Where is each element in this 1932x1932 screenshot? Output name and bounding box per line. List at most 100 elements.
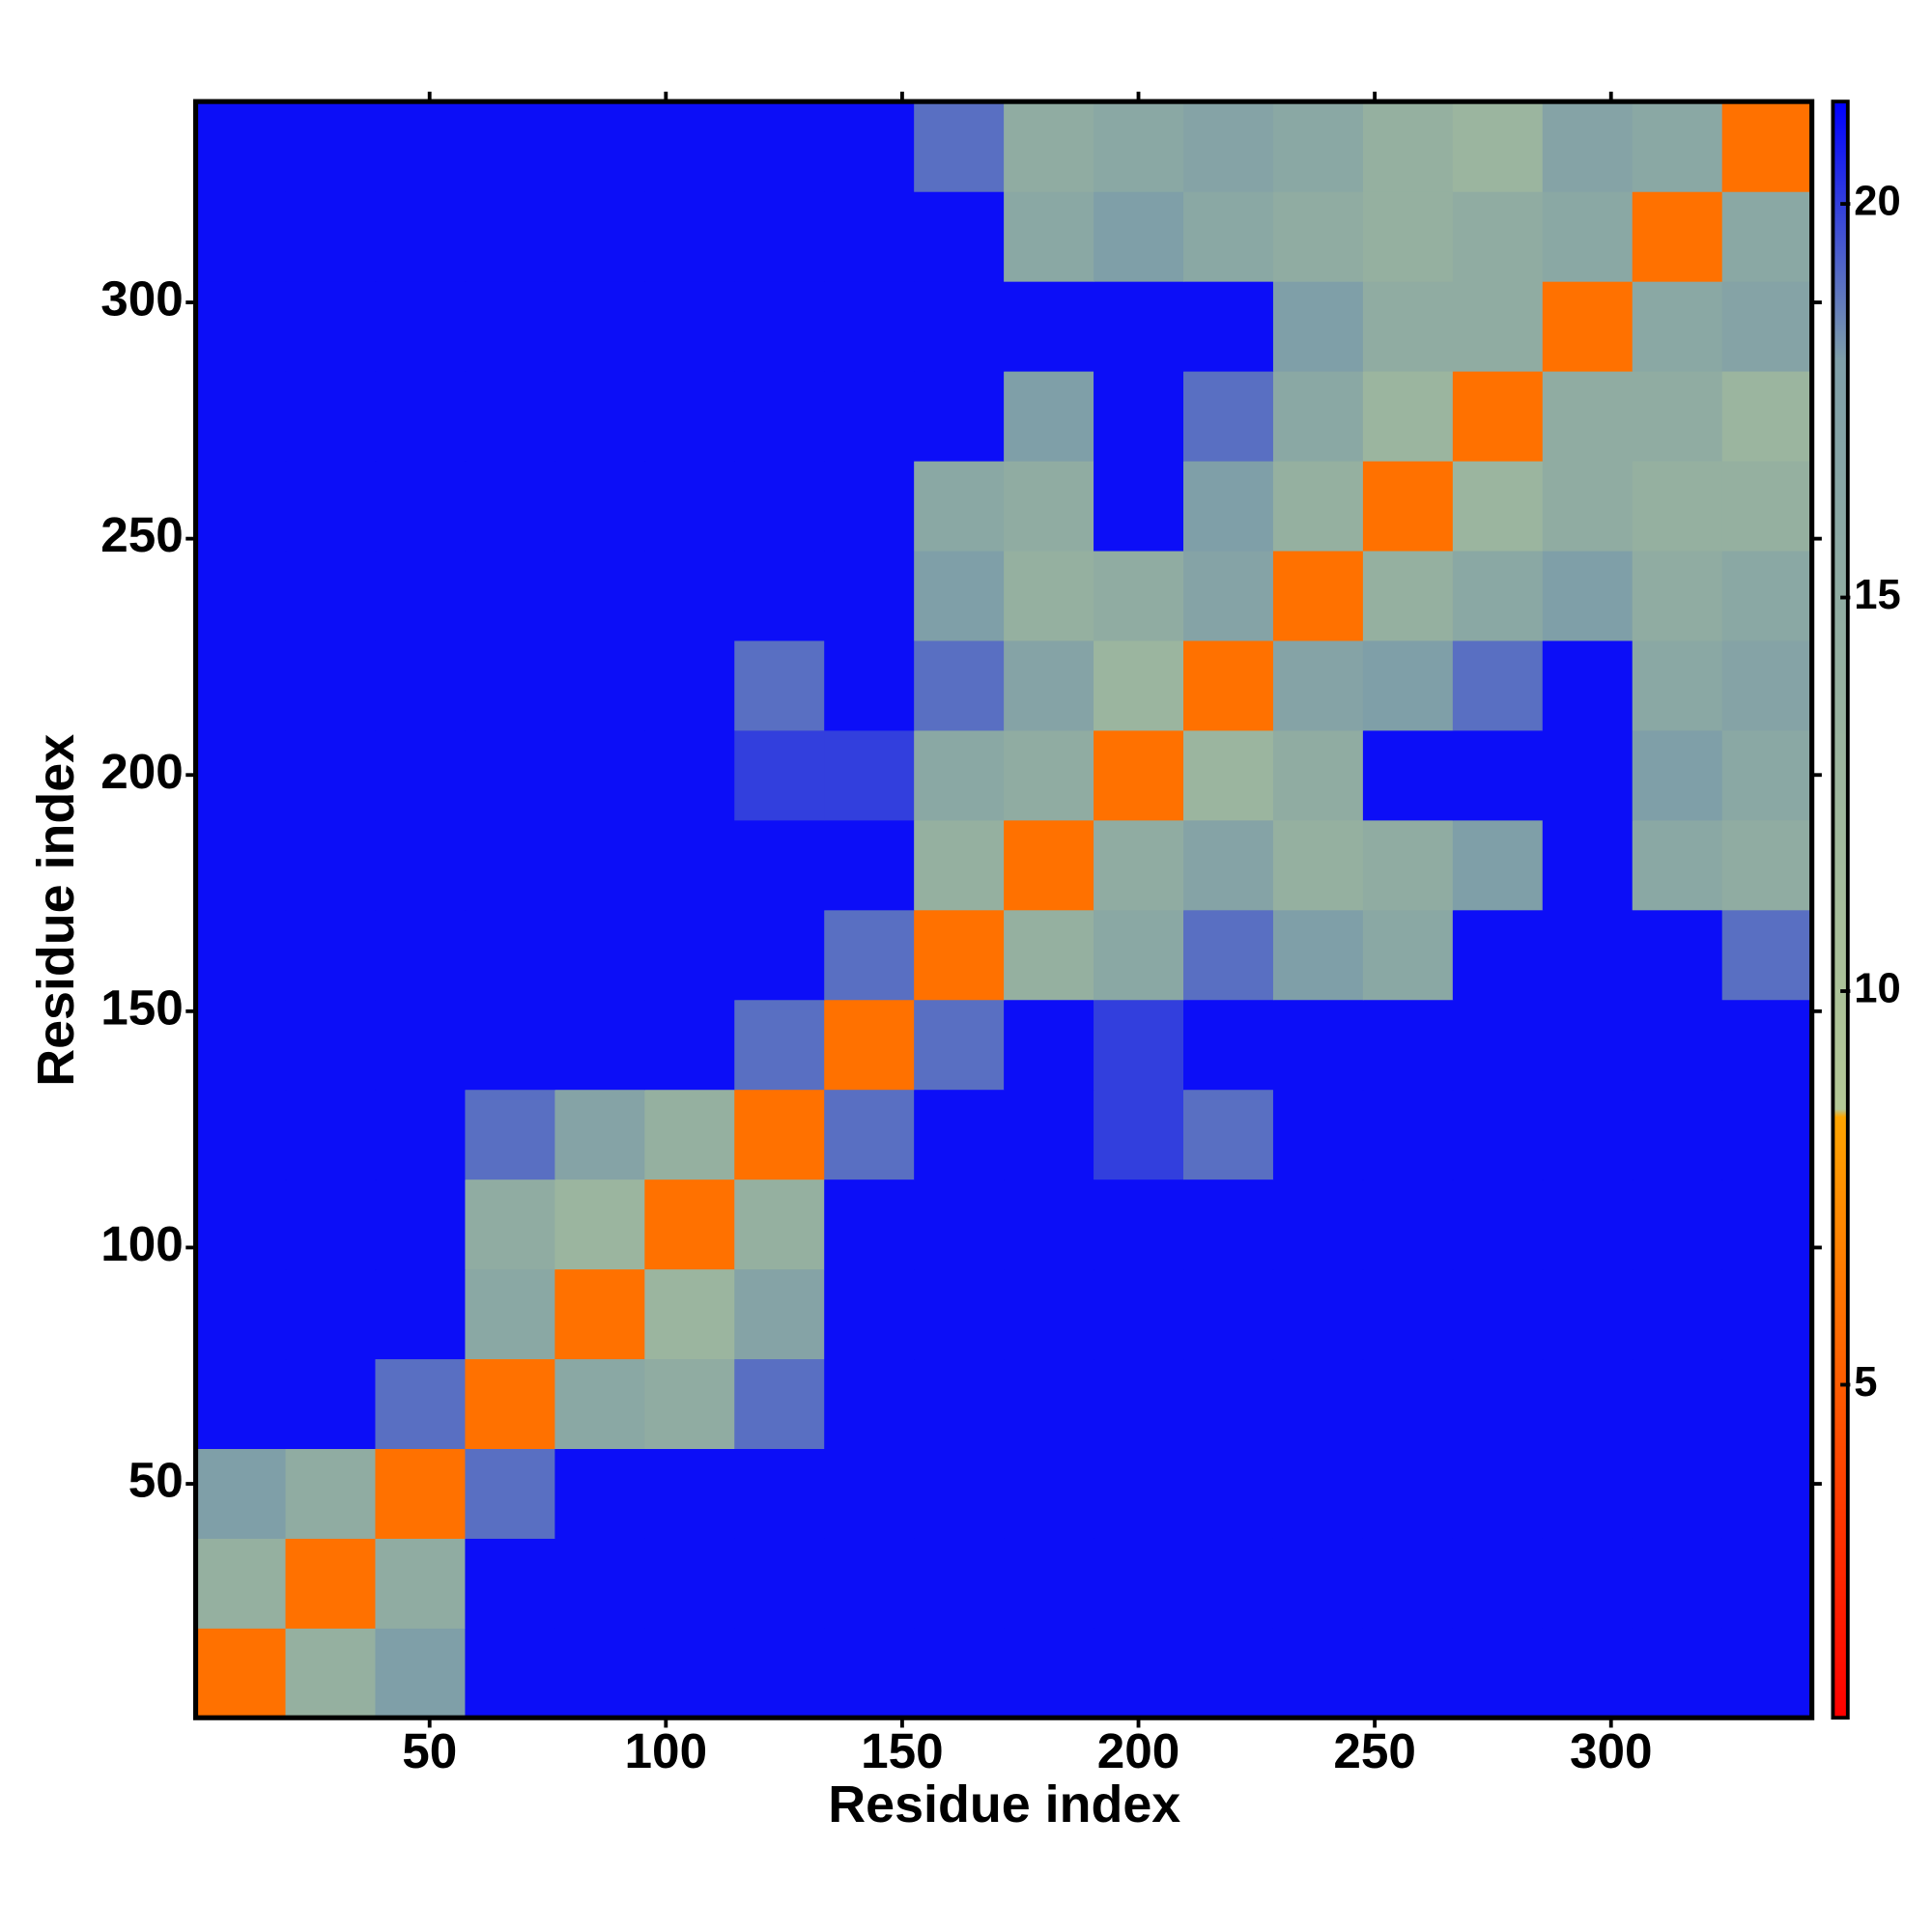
- heatmap-cell: [644, 1268, 735, 1360]
- heatmap-cell: [914, 1628, 1005, 1719]
- heatmap-cell: [1542, 550, 1634, 641]
- heatmap-cell: [375, 729, 467, 821]
- heatmap-cell: [1542, 999, 1634, 1091]
- heatmap-cell: [554, 1628, 645, 1719]
- heatmap-cell: [1542, 460, 1634, 552]
- heatmap-cell: [1183, 370, 1274, 462]
- heatmap-cell: [554, 999, 645, 1091]
- heatmap-cell: [824, 1089, 915, 1180]
- heatmap-cell: [375, 1179, 467, 1270]
- heatmap-cell: [1362, 1089, 1454, 1180]
- heatmap-cell: [195, 999, 287, 1091]
- heatmap-cell: [554, 550, 645, 641]
- heatmap-cell: [824, 639, 915, 731]
- heatmap-cell: [195, 1089, 287, 1180]
- heatmap-cell: [1542, 1628, 1634, 1719]
- heatmap-cell: [1094, 370, 1184, 462]
- heatmap-cell: [1542, 819, 1634, 911]
- heatmap-cell: [195, 1358, 287, 1449]
- heatmap-cell: [734, 460, 825, 552]
- heatmap-cell: [554, 191, 645, 282]
- heatmap-cell: [1721, 550, 1813, 641]
- heatmap-cell: [1452, 550, 1544, 641]
- heatmap-cell: [1362, 999, 1454, 1091]
- x-tick-label: 150: [861, 1723, 944, 1778]
- heatmap-cell: [644, 1179, 735, 1270]
- heatmap-cell: [1452, 460, 1544, 552]
- heatmap-cell: [1362, 1628, 1454, 1719]
- heatmap-cell: [1183, 1179, 1274, 1270]
- heatmap-cell: [1721, 909, 1813, 1001]
- heatmap-cell: [1272, 550, 1364, 641]
- heatmap-cell: [465, 550, 555, 641]
- heatmap-cell: [1004, 729, 1094, 821]
- heatmap-cell: [644, 1448, 735, 1539]
- heatmap-cell: [1094, 550, 1184, 641]
- heatmap-cell: [1004, 1089, 1094, 1180]
- heatmap-cell: [285, 1089, 377, 1180]
- heatmap-cell: [1632, 1358, 1723, 1449]
- heatmap-cell: [1632, 729, 1723, 821]
- heatmap-cell: [1183, 1628, 1274, 1719]
- heatmap-cell: [1452, 370, 1544, 462]
- heatmap-cell: [1542, 639, 1634, 731]
- heatmap-cell: [1362, 370, 1454, 462]
- heatmap-cell: [824, 460, 915, 552]
- heatmap-cell: [285, 1179, 377, 1270]
- heatmap-cell: [195, 281, 287, 372]
- heatmap-cell: [375, 1538, 467, 1629]
- heatmap-cell: [1721, 1358, 1813, 1449]
- heatmap-cell: [1004, 460, 1094, 552]
- heatmap-cell: [554, 639, 645, 731]
- heatmap-cell: [554, 819, 645, 911]
- heatmap-cell: [1272, 370, 1364, 462]
- heatmap-cell: [824, 729, 915, 821]
- heatmap-cell: [824, 101, 915, 192]
- heatmap-cell: [195, 370, 287, 462]
- heatmap-cell: [1452, 1538, 1544, 1629]
- heatmap-cell: [1094, 1628, 1184, 1719]
- heatmap-cell: [824, 999, 915, 1091]
- heatmap-cell: [914, 819, 1005, 911]
- heatmap-cell: [1721, 999, 1813, 1091]
- heatmap-cell: [1452, 639, 1544, 731]
- heatmap-cell: [465, 909, 555, 1001]
- heatmap-cell: [195, 1179, 287, 1270]
- heatmap-cell: [1004, 370, 1094, 462]
- heatmap-cell: [554, 1089, 645, 1180]
- heatmap-cell: [1542, 1179, 1634, 1270]
- heatmap-cell: [285, 550, 377, 641]
- heatmap-cell: [465, 281, 555, 372]
- heatmap-cell: [914, 729, 1005, 821]
- heatmap-cell: [1632, 819, 1723, 911]
- heatmap-cell: [285, 101, 377, 192]
- heatmap-cell: [1721, 1268, 1813, 1360]
- heatmap-cell: [1004, 101, 1094, 192]
- heatmap-cell: [375, 909, 467, 1001]
- heatmap-cell: [1272, 1268, 1364, 1360]
- heatmap-cell: [465, 1538, 555, 1629]
- heatmap-cell: [375, 819, 467, 911]
- heatmap-cell: [1004, 819, 1094, 911]
- heatmap-cell: [1094, 999, 1184, 1091]
- heatmap-cell: [1004, 1179, 1094, 1270]
- heatmap-cell: [1362, 281, 1454, 372]
- heatmap-cell: [644, 550, 735, 641]
- heatmap-cell: [1632, 1268, 1723, 1360]
- heatmap-cell: [1183, 191, 1274, 282]
- heatmap-cell: [465, 639, 555, 731]
- heatmap-cell: [1362, 729, 1454, 821]
- heatmap-cell: [734, 999, 825, 1091]
- heatmap-cell: [914, 370, 1005, 462]
- heatmap-cell: [285, 1538, 377, 1629]
- heatmap-cell: [1272, 639, 1364, 731]
- heatmap-cell: [1542, 1089, 1634, 1180]
- heatmap-cell: [1721, 281, 1813, 372]
- heatmap-cell: [824, 1179, 915, 1270]
- heatmap-cell: [1542, 1538, 1634, 1629]
- heatmap-cell: [1362, 1179, 1454, 1270]
- heatmap-cell: [1272, 1628, 1364, 1719]
- heatmap-cell: [1183, 101, 1274, 192]
- heatmap-cell: [554, 1358, 645, 1449]
- colorbar: [1831, 99, 1850, 1720]
